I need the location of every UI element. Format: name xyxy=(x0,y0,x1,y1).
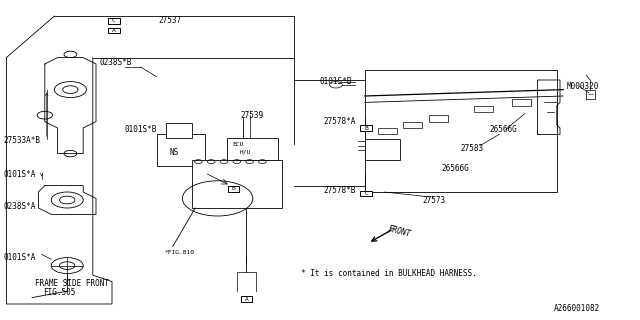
Text: B: B xyxy=(364,125,368,131)
Text: 27583: 27583 xyxy=(461,144,484,153)
Text: A: A xyxy=(112,28,116,33)
Text: 27539: 27539 xyxy=(240,111,263,120)
Text: 0101S*A: 0101S*A xyxy=(3,170,36,179)
Text: 27533A*B: 27533A*B xyxy=(3,136,40,145)
Text: M000320: M000320 xyxy=(566,82,599,91)
Text: FIG.505: FIG.505 xyxy=(44,288,76,297)
Bar xyxy=(360,125,372,131)
Bar xyxy=(228,186,239,192)
Bar xyxy=(403,122,422,128)
Text: A: A xyxy=(244,297,248,302)
Bar xyxy=(365,139,400,160)
Text: 27578*A: 27578*A xyxy=(323,117,356,126)
Bar xyxy=(365,70,557,192)
Text: * It is contained in BULKHEAD HARNESS.: * It is contained in BULKHEAD HARNESS. xyxy=(301,269,477,278)
Text: 0238S*A: 0238S*A xyxy=(3,202,36,211)
Text: 26566G: 26566G xyxy=(442,164,469,172)
Text: ECU: ECU xyxy=(232,142,244,147)
Bar xyxy=(474,106,493,112)
Text: 26566G: 26566G xyxy=(490,125,517,134)
Bar xyxy=(360,191,372,196)
Bar xyxy=(378,128,397,134)
Text: FRONT: FRONT xyxy=(387,225,412,239)
Bar xyxy=(512,99,531,106)
Bar xyxy=(157,134,205,166)
Text: B: B xyxy=(232,186,236,191)
Text: 27578*B: 27578*B xyxy=(323,186,356,195)
Text: 0101S*A: 0101S*A xyxy=(3,253,36,262)
Text: *FIG.810: *FIG.810 xyxy=(164,250,194,255)
Bar xyxy=(108,28,120,33)
Text: A266001082: A266001082 xyxy=(554,304,600,313)
Bar xyxy=(227,138,278,160)
Bar xyxy=(108,18,120,24)
Text: 0101S*B: 0101S*B xyxy=(125,125,157,134)
Bar xyxy=(166,123,192,138)
Bar xyxy=(429,115,448,122)
Text: NS: NS xyxy=(170,148,179,156)
Text: C: C xyxy=(112,18,116,23)
Text: FRAME SIDE FRONT: FRAME SIDE FRONT xyxy=(35,279,109,288)
Text: 0101S*B: 0101S*B xyxy=(320,77,353,86)
Text: 0238S*B: 0238S*B xyxy=(99,58,132,67)
Text: H/U: H/U xyxy=(240,149,252,155)
Text: 27573: 27573 xyxy=(422,196,445,204)
Text: 27537: 27537 xyxy=(159,16,182,25)
Bar xyxy=(192,160,282,208)
Text: C: C xyxy=(364,191,368,196)
Bar xyxy=(241,296,252,302)
